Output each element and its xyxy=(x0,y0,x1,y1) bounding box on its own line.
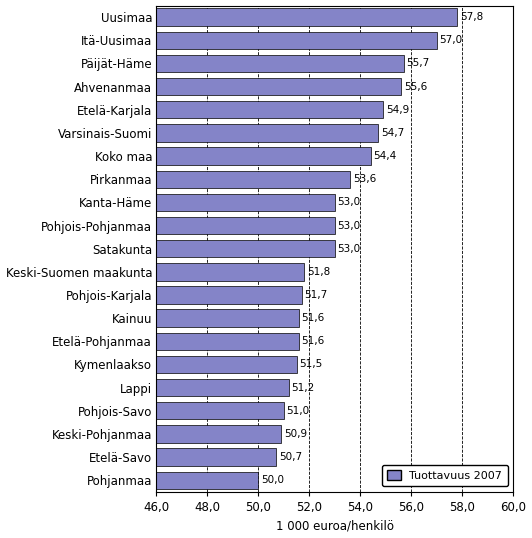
Bar xyxy=(156,194,335,211)
Bar xyxy=(156,101,384,118)
Text: 53,0: 53,0 xyxy=(337,197,361,207)
Bar xyxy=(156,472,258,489)
Legend: Tuottavuus 2007: Tuottavuus 2007 xyxy=(381,465,508,486)
Text: 55,7: 55,7 xyxy=(406,59,429,68)
Bar xyxy=(156,449,276,466)
Bar xyxy=(156,9,458,26)
Text: 51,2: 51,2 xyxy=(292,383,315,393)
Bar xyxy=(156,55,404,72)
Text: 53,0: 53,0 xyxy=(337,221,361,231)
Bar xyxy=(156,402,284,420)
Text: 55,6: 55,6 xyxy=(404,82,427,91)
Bar xyxy=(156,147,371,165)
Text: 51,0: 51,0 xyxy=(286,406,310,416)
Bar xyxy=(156,425,281,443)
Text: 54,9: 54,9 xyxy=(386,105,409,115)
Bar xyxy=(156,124,378,141)
Bar xyxy=(156,171,350,188)
Bar xyxy=(156,217,335,234)
Text: 50,0: 50,0 xyxy=(261,475,284,485)
Bar xyxy=(156,286,302,304)
X-axis label: 1 000 euroa/henkilö: 1 000 euroa/henkilö xyxy=(276,520,394,533)
Text: 51,6: 51,6 xyxy=(302,336,325,346)
Bar xyxy=(156,32,437,49)
Text: 54,4: 54,4 xyxy=(373,151,396,161)
Text: 54,7: 54,7 xyxy=(381,128,404,138)
Bar xyxy=(156,309,299,327)
Bar xyxy=(156,332,299,350)
Text: 51,8: 51,8 xyxy=(307,267,330,277)
Text: 51,5: 51,5 xyxy=(299,359,322,370)
Text: 57,0: 57,0 xyxy=(439,36,462,45)
Bar xyxy=(156,78,401,95)
Bar xyxy=(156,263,304,280)
Bar xyxy=(156,356,296,373)
Text: 51,7: 51,7 xyxy=(304,290,328,300)
Text: 53,6: 53,6 xyxy=(353,174,376,184)
Text: 50,9: 50,9 xyxy=(284,429,307,439)
Text: 50,7: 50,7 xyxy=(279,452,302,462)
Text: 51,6: 51,6 xyxy=(302,313,325,323)
Bar xyxy=(156,379,289,397)
Bar xyxy=(156,240,335,257)
Text: 57,8: 57,8 xyxy=(460,12,483,22)
Text: 53,0: 53,0 xyxy=(337,244,361,254)
